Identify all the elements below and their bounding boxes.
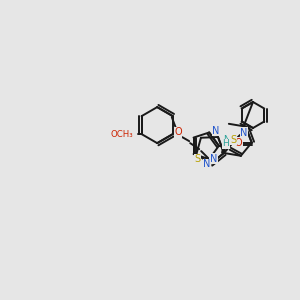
Text: S: S <box>194 154 200 164</box>
Text: S: S <box>230 135 236 145</box>
Text: NH: NH <box>223 134 237 143</box>
Text: N: N <box>210 154 217 164</box>
Text: N: N <box>203 159 211 169</box>
Text: O: O <box>174 127 182 137</box>
Text: N: N <box>212 126 220 136</box>
Text: H: H <box>223 139 229 148</box>
Text: N: N <box>240 128 247 138</box>
Text: OCH₃: OCH₃ <box>110 130 133 139</box>
Text: O: O <box>235 138 242 148</box>
